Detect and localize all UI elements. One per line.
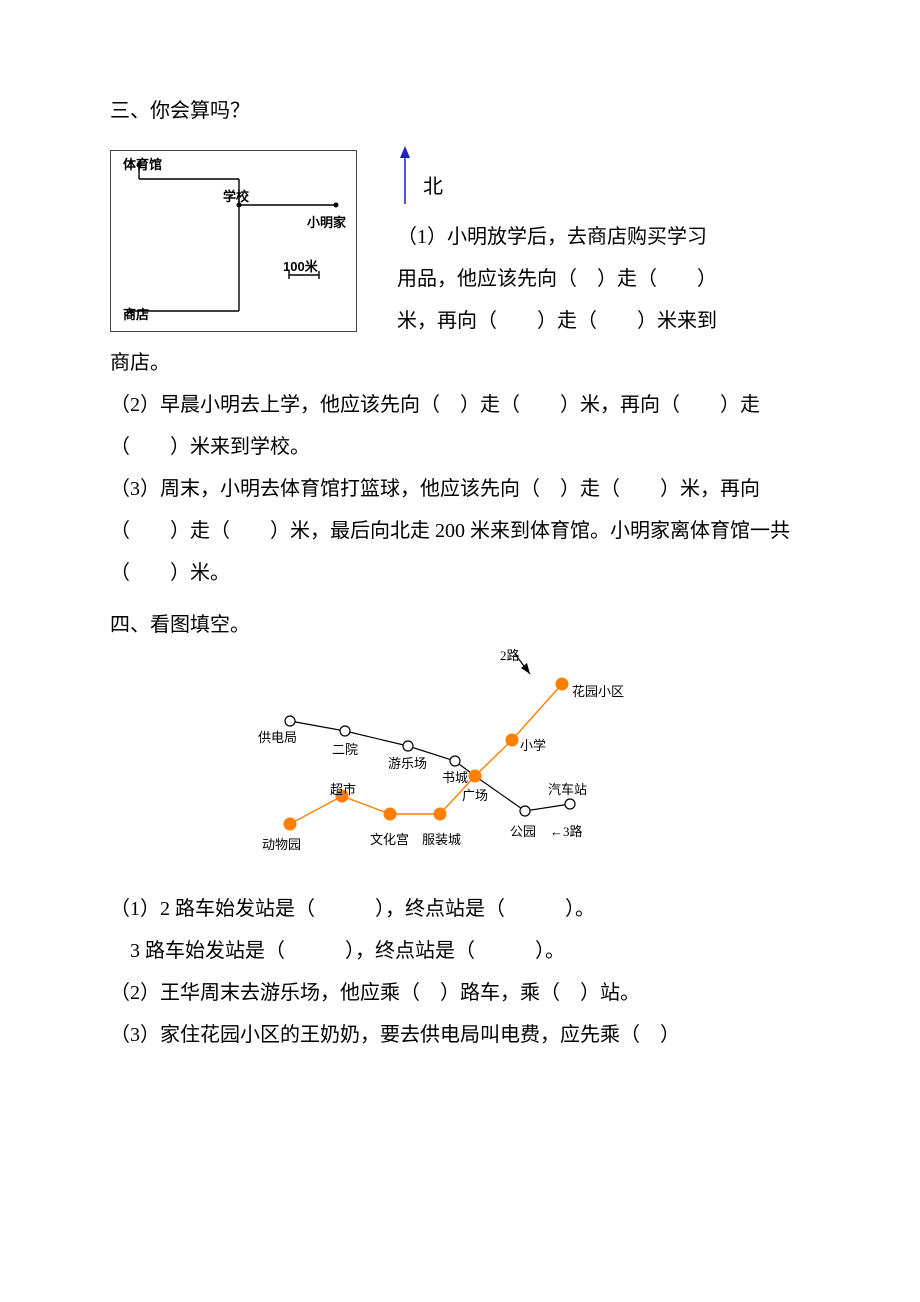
label-route2: 2路 <box>500 642 520 669</box>
label-clothing: 服装城 <box>422 826 461 853</box>
north-arrow-icon <box>397 146 413 206</box>
label-power: 供电局 <box>258 724 297 751</box>
north-row: 北 <box>397 144 717 208</box>
q4-1b: 3 路车始发站是（ ），终点站是（ ）。 <box>110 930 810 972</box>
label-plaza: 广场 <box>462 782 488 809</box>
q1-line-b: 用品，他应该先向（ ）走（ ） <box>397 258 717 300</box>
label-supermarket: 超市 <box>330 776 356 803</box>
q4-3: （3）家住花园小区的王奶奶，要去供电局叫电费，应先乘（ ） <box>110 1014 810 1056</box>
q2-text: （2）早晨小明去上学，他应该先向（ ）走（ ）米，再向（ ）走（ ）米来到学校。 <box>110 384 810 468</box>
map1: 体育馆 学校 小明家 商店 100米 <box>110 150 357 332</box>
section4-heading: 四、看图填空。 <box>110 604 810 646</box>
label-garden: 花园小区 <box>572 678 624 705</box>
q1-line-a: （1）小明放学后，去商店购买学习 <box>397 216 717 258</box>
label-route3: ←3路 <box>550 818 583 845</box>
label-scale: 100米 <box>283 253 318 280</box>
label-busstation: 汽车站 <box>548 776 587 803</box>
section3-heading: 三、你会算吗？ <box>110 90 810 132</box>
label-home: 小明家 <box>307 209 346 236</box>
q4-1a: （1）2 路车始发站是（ ），终点站是（ ）。 <box>110 888 810 930</box>
label-playground: 游乐场 <box>388 750 427 777</box>
q1-line-c: 米，再向（ ）走（ ）米来到 <box>397 300 717 342</box>
bus-map: 2路 花园小区 小学 供电局 二院 游乐场 书城 广场 汽车站 超市 动物园 文… <box>250 646 670 876</box>
section3-row: 体育馆 学校 小明家 商店 100米 北 （1）小明放学后，去商店购买学习 用品… <box>110 150 810 342</box>
north-and-text: 北 （1）小明放学后，去商店购买学习 用品，他应该先向（ ）走（ ） 米，再向（… <box>397 150 717 342</box>
label-store: 商店 <box>123 301 149 328</box>
q1-line-d: 商店。 <box>110 342 810 384</box>
q4-2: （2）王华周末去游乐场，他应乘（ ）路车，乘（ ）站。 <box>110 972 810 1014</box>
q3-text: （3）周末，小明去体育馆打篮球，他应该先向（ ）走（ ）米，再向（ ）走（ ）米… <box>110 468 810 594</box>
north-label: 北 <box>423 166 443 208</box>
label-park: 公园 <box>510 818 536 845</box>
label-hospital: 二院 <box>332 736 358 763</box>
label-primary: 小学 <box>520 732 546 759</box>
page: 三、你会算吗？ <box>0 0 920 1302</box>
label-culture: 文化宫 <box>370 826 409 853</box>
label-gym: 体育馆 <box>123 151 162 178</box>
label-zoo: 动物园 <box>262 831 301 858</box>
label-school: 学校 <box>223 183 249 210</box>
